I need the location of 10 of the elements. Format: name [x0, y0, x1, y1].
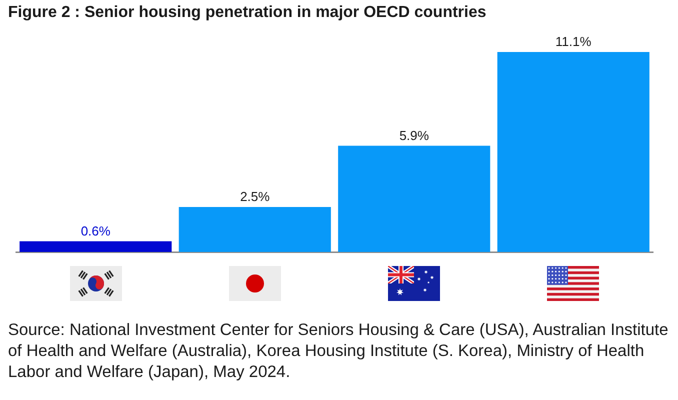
bar [497, 52, 650, 252]
bar [20, 241, 172, 252]
bar [178, 206, 331, 252]
data-label: 0.6% [80, 223, 111, 238]
chart-title: Figure 2 : Senior housing penetration in major OECD countries [8, 3, 486, 23]
data-label: 2.5% [240, 189, 270, 204]
bar [338, 146, 490, 252]
data-label: 11.1% [555, 34, 592, 50]
source-note: Source: National Investment Center for Seniors Housing & Care (USA), Australian Institute of Health and Welfare (Australia), Korea Housing Institute (S. Korea), Ministry of Health Labor and Welfare (Japan), May 2024. [8, 320, 670, 383]
data-label: 5.9% [399, 128, 430, 143]
